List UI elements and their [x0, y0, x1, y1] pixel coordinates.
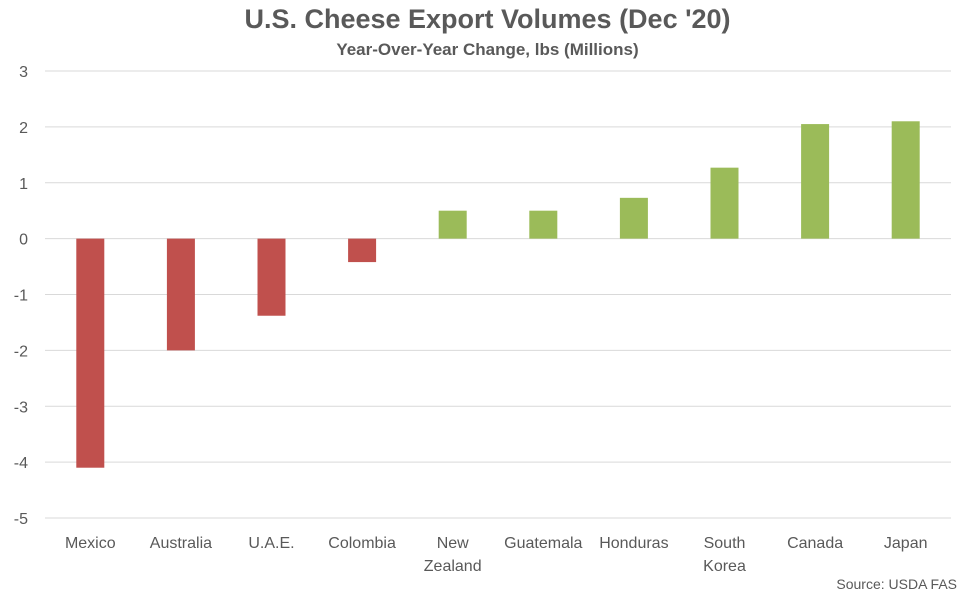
- bar-mexico: [76, 238, 105, 468]
- x-category-label: Japan: [884, 535, 928, 552]
- x-category-label: Mexico: [65, 535, 116, 552]
- bar-canada: [801, 124, 830, 239]
- x-category-label: Colombia: [328, 535, 396, 552]
- x-category-label: South: [704, 535, 746, 552]
- x-category-label: New: [437, 535, 469, 552]
- y-tick-label: -3: [14, 399, 28, 416]
- x-category-label: Guatemala: [504, 535, 582, 552]
- x-category-label: Korea: [703, 558, 746, 575]
- source-note: Source: USDA FAS: [836, 576, 957, 592]
- chart-subtitle: Year-Over-Year Change, lbs (Millions): [336, 40, 639, 59]
- y-tick-label: -4: [14, 455, 28, 472]
- bar-japan: [891, 121, 920, 239]
- y-tick-label: 3: [19, 64, 28, 81]
- y-tick-label: -5: [14, 511, 28, 528]
- y-tick-label: -2: [14, 343, 28, 360]
- x-category-label: Honduras: [599, 535, 668, 552]
- bar-colombia: [348, 238, 377, 263]
- bar-south-korea: [710, 167, 739, 239]
- x-category-label: U.A.E.: [248, 535, 294, 552]
- bar-honduras: [619, 197, 648, 239]
- y-tick-label: 0: [19, 232, 28, 249]
- bar-u-a-e-: [257, 238, 286, 316]
- y-tick-label: 1: [19, 176, 28, 193]
- bar-australia: [166, 238, 195, 351]
- x-category-label: Zealand: [424, 558, 482, 575]
- x-category-label: Australia: [150, 535, 212, 552]
- chart-title: U.S. Cheese Export Volumes (Dec '20): [244, 4, 731, 34]
- y-tick-label: -1: [14, 288, 28, 305]
- y-tick-label: 2: [19, 120, 28, 137]
- bar-guatemala: [529, 210, 558, 239]
- x-category-label: Canada: [787, 535, 843, 552]
- bar-new-zealand: [438, 210, 467, 239]
